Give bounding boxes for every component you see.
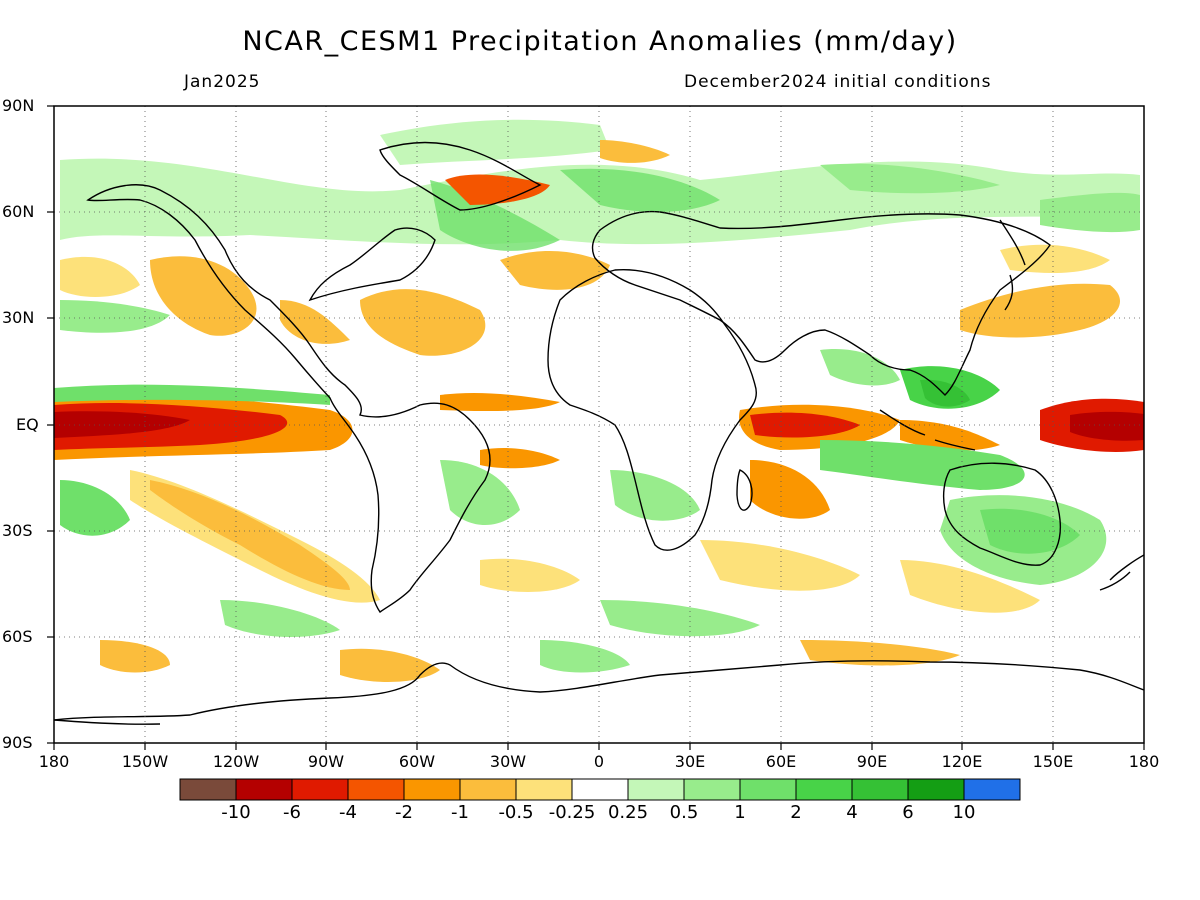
colorbar-swatch [235, 778, 293, 801]
lon-label-60w: 60W [398, 752, 436, 771]
lon-label-180e: 180 [1128, 752, 1160, 771]
colorbar-swatch [291, 778, 349, 801]
colorbar-swatch [907, 778, 965, 801]
colorbar-label: 0.5 [669, 802, 699, 823]
coastlines [54, 141, 1144, 725]
colorbar-swatch [347, 778, 405, 801]
lon-label-30e: 30E [674, 752, 706, 771]
colorbar-label: 1 [734, 802, 746, 823]
colorbar-swatch [739, 778, 797, 801]
lat-label-30s: 30S [2, 521, 33, 540]
lat-label-eq: EQ [16, 415, 39, 434]
colorbar-label: -2 [395, 802, 413, 823]
lon-label-90w: 90W [307, 752, 345, 771]
lat-label-90s: 90S [2, 733, 33, 752]
colorbar-label: 10 [952, 802, 976, 823]
colorbar-label: -4 [339, 802, 357, 823]
axis-ticks [47, 105, 1145, 750]
valid-month-label: Jan2025 [184, 72, 261, 92]
lon-label-60e: 60E [765, 752, 797, 771]
colorbar-swatch [851, 778, 909, 801]
lat-label-60s: 60S [2, 627, 33, 646]
colorbar-swatch [403, 778, 461, 801]
lon-label-120e: 120E [941, 752, 983, 771]
colorbar-label: 0.25 [607, 802, 649, 823]
colorbar-label: -0.25 [548, 802, 596, 823]
colorbar-label: -6 [283, 802, 301, 823]
colorbar-label: -10 [221, 802, 251, 823]
lon-label-180w: 180 [38, 752, 70, 771]
lat-label-90n: 90N [2, 96, 35, 115]
graticule [54, 106, 1144, 743]
colorbar-swatch [627, 778, 685, 801]
colorbar-label: 6 [902, 802, 914, 823]
colorbar-swatch [683, 778, 741, 801]
colorbar-label: -1 [451, 802, 469, 823]
colorbar-swatch [795, 778, 853, 801]
colorbar-label: -0.5 [498, 802, 534, 823]
colorbar-swatch [459, 778, 517, 801]
lon-label-0: 0 [593, 752, 605, 771]
init-conditions-label: December2024 initial conditions [684, 72, 992, 92]
colorbar-swatch [963, 778, 1021, 801]
lon-label-120w: 120W [212, 752, 260, 771]
colorbar-swatch [571, 778, 629, 801]
lon-label-150e: 150E [1032, 752, 1074, 771]
lat-label-60n: 60N [2, 202, 35, 221]
lon-label-90e: 90E [856, 752, 888, 771]
colorbar-swatch [179, 778, 237, 801]
anomaly-fill-layer [54, 106, 1144, 743]
colorbar-label: 4 [846, 802, 858, 823]
colorbar-swatch [515, 778, 573, 801]
map-title: NCAR_CESM1 Precipitation Anomalies (mm/d… [242, 26, 958, 57]
lon-label-30w: 30W [489, 752, 527, 771]
colorbar-label: 2 [790, 802, 802, 823]
lat-label-30n: 30N [2, 308, 35, 327]
colorbar [179, 778, 1021, 801]
lon-label-150w: 150W [121, 752, 169, 771]
